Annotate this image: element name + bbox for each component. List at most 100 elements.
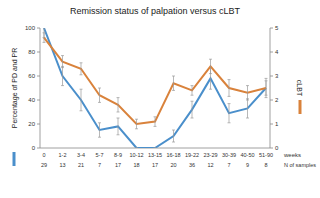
error-cap xyxy=(265,80,268,81)
error-cap xyxy=(228,103,231,104)
error-cap xyxy=(209,89,212,90)
chart: Remission status of palpation versus cLB… xyxy=(0,0,320,198)
y2-tick xyxy=(270,76,273,77)
title: Remission status of palpation versus cLB… xyxy=(70,6,241,16)
y2-tick xyxy=(270,28,273,29)
error-bar xyxy=(117,98,120,112)
error-cap xyxy=(61,67,64,68)
error-stem xyxy=(229,104,230,123)
error-bar xyxy=(98,88,101,102)
error-bar xyxy=(117,118,120,135)
x-tick-label: 0 xyxy=(42,152,45,158)
error-cap xyxy=(228,96,231,97)
error-cap xyxy=(135,119,138,120)
y-tick-label: 20 xyxy=(28,121,35,127)
n-sample: 17 xyxy=(115,162,121,168)
n-sample: 18 xyxy=(133,162,139,168)
error-bar xyxy=(265,81,268,95)
error-cap xyxy=(98,88,101,89)
error-stem xyxy=(192,86,193,96)
error-bar xyxy=(191,101,194,118)
y2-tick xyxy=(270,124,273,125)
y2-axis xyxy=(270,28,271,148)
n-sample: 12 xyxy=(207,162,213,168)
error-cap xyxy=(135,128,138,129)
error-stem xyxy=(62,56,63,68)
error-cap xyxy=(117,97,120,98)
y-tick xyxy=(37,28,40,29)
error-cap xyxy=(117,134,120,135)
error-cap xyxy=(43,32,46,33)
error-stem xyxy=(62,66,63,85)
error-stem xyxy=(118,118,119,135)
error-bar xyxy=(246,99,249,118)
error-cap xyxy=(209,59,212,60)
error-cap xyxy=(265,97,268,98)
legend-swatch xyxy=(299,100,302,114)
error-cap xyxy=(135,148,138,149)
error-cap xyxy=(98,137,101,138)
y-axis xyxy=(40,28,41,148)
error-bar xyxy=(172,130,175,142)
y2-tick xyxy=(270,52,273,53)
x-tick-label: 3-4 xyxy=(77,152,85,158)
error-cap xyxy=(191,118,194,119)
x-tick-label: 8-9 xyxy=(114,152,122,158)
error-bar xyxy=(154,148,157,149)
error-cap xyxy=(154,148,157,149)
error-stem xyxy=(266,81,267,95)
error-stem xyxy=(44,33,45,43)
error-cap xyxy=(172,130,175,131)
y-tick xyxy=(37,100,40,101)
y2-tick xyxy=(270,148,273,149)
error-cap xyxy=(172,76,175,77)
error-cap xyxy=(172,90,175,91)
error-stem xyxy=(118,98,119,112)
error-cap xyxy=(191,95,194,96)
y-tick xyxy=(37,124,40,125)
y-tick xyxy=(37,76,40,77)
y-tick-label: 0 xyxy=(32,145,36,151)
error-bar xyxy=(209,59,212,73)
error-stem xyxy=(173,76,174,90)
x-axis xyxy=(40,148,270,149)
error-stem xyxy=(81,89,82,111)
error-cap xyxy=(98,122,101,123)
x-tick-label: 10-12 xyxy=(129,152,143,158)
n-sample: 7 xyxy=(227,162,230,168)
error-stem xyxy=(136,119,137,129)
error-cap xyxy=(135,148,138,149)
error-bar xyxy=(61,66,64,85)
error-stem xyxy=(99,123,100,137)
error-stem xyxy=(266,78,267,97)
error-bar xyxy=(172,76,175,90)
error-cap xyxy=(209,73,212,74)
error-bar xyxy=(246,86,249,100)
y-tick xyxy=(37,52,40,53)
axis-title-group: Percentage of PD and PR xyxy=(11,48,19,166)
x-tick-label: 23-29 xyxy=(203,152,217,158)
x-tick-label: 1-2 xyxy=(59,152,67,158)
axis-title-group: cLBT xyxy=(296,80,303,114)
y-tick-label: 100 xyxy=(25,25,36,31)
error-bar xyxy=(43,33,46,43)
plot-area xyxy=(43,28,268,148)
error-bar xyxy=(228,104,231,123)
error-cap xyxy=(43,42,46,43)
error-bar xyxy=(80,89,83,111)
y-tick-label: 40 xyxy=(28,97,35,103)
error-bar xyxy=(154,117,157,127)
x-tick-label: 16-18 xyxy=(166,152,180,158)
error-stem xyxy=(155,117,156,127)
error-cap xyxy=(80,62,83,63)
error-bar xyxy=(135,148,138,149)
error-stem xyxy=(229,80,230,97)
n-sample: 9 xyxy=(246,162,249,168)
x-tick-label: 30-39 xyxy=(222,152,236,158)
error-cap xyxy=(228,79,231,80)
error-cap xyxy=(80,74,83,75)
n-sample: 29 xyxy=(41,162,47,168)
error-cap xyxy=(98,102,101,103)
y2-tick-label: 2 xyxy=(275,97,279,103)
y2-tick-label: 4 xyxy=(275,49,279,55)
